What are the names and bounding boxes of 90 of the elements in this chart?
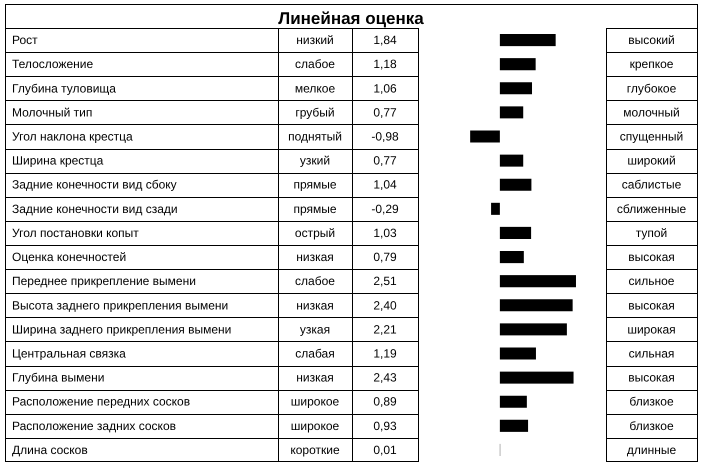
y-tick-label: Угол наклона крестца [12,130,134,144]
data-label: 1,06 [373,81,397,96]
bar [500,347,536,360]
text: сближенные [616,202,686,216]
chart-title: Линейная оценка [278,9,424,28]
text: острый [294,226,336,240]
y-tick-label: Центральная связка [12,346,126,360]
text: широкая [627,322,676,336]
data-label: 1,18 [373,57,397,72]
bar [500,34,556,46]
bar [500,420,528,432]
data-label: 0,77 [373,154,397,168]
text: высокая [628,250,675,264]
text: слабая [295,346,335,360]
text: мелкое [294,81,336,96]
text: узкий [300,154,330,168]
bar [500,82,532,94]
bar [500,178,532,191]
bar [491,202,500,215]
text: низкая [296,370,334,385]
data-label: 2,51 [373,274,397,288]
data-label: 0,93 [373,418,397,433]
text: узкая [300,322,330,336]
y-tick-label: Оценка конечностей [12,250,126,264]
text: короткие [290,442,340,457]
text: слабое [295,57,336,72]
data-label: 1,04 [373,178,397,192]
y-tick-label: Глубина вымени [12,370,104,385]
bar [500,154,524,167]
text: близкое [629,418,674,433]
bar [500,299,573,312]
text: низкий [296,33,334,48]
text: широкий [627,154,676,168]
y-tick-label: Рост [12,33,38,48]
y-tick-label: Ширина заднего прикрепления вымени [12,322,232,336]
data-label: 0,79 [373,250,397,264]
y-tick-label: Задние конечности вид сбоку [12,178,177,192]
bar [500,226,532,239]
y-tick-label: Высота заднего прикрепления вымени [12,298,228,312]
data-label: 2,21 [373,322,397,336]
y-tick-label: Задние конечности вид сзади [12,202,178,216]
data-label: 0,89 [373,394,397,409]
text: крепкое [630,57,674,72]
y-tick-label: Ширина крестца [12,154,104,168]
data-label: 2,43 [373,370,397,385]
data-label: 0,77 [373,105,397,120]
text: длинные [626,442,676,457]
bar [500,58,536,70]
bar [500,106,524,118]
y-tick-label: Длина сосков [12,442,88,457]
y-tick-label: Телосложение [12,57,94,72]
text: саблистые [622,178,682,192]
text: высокий [628,33,675,48]
bar [500,275,576,288]
text: поднятый [288,130,342,144]
y-tick-label: Глубина туловища [12,81,116,96]
data-label: 1,19 [373,346,397,360]
text: прямые [293,178,337,192]
text: низкая [296,250,334,264]
text: высокая [628,298,675,312]
y-tick-label: Переднее прикрепление вымени [12,274,196,288]
y-tick-label: Угол постановки копыт [12,226,140,240]
data-label: -0,29 [371,202,399,216]
text: спущенный [620,130,684,144]
text: слабое [295,274,336,288]
bar [500,396,527,408]
text: широкое [290,418,340,433]
text: близкое [629,394,674,409]
text: глубокое [626,81,677,96]
text: молочный [623,105,680,120]
data-label: 1,03 [373,226,397,240]
text: прямые [293,202,337,216]
bar [500,323,567,336]
y-tick-label: Расположение задних сосков [12,418,176,433]
text: тупой [636,226,668,240]
text: низкая [296,298,334,312]
data-label: 0,01 [373,442,397,457]
y-tick-label: Расположение передних сосков [12,394,190,409]
bar [500,251,524,264]
bar [500,372,574,384]
text: сильное [628,274,675,288]
data-label: 1,84 [373,33,397,48]
text: высокая [628,370,675,385]
data-label: 2,40 [373,298,397,312]
y-tick-label: Молочный тип [12,105,92,120]
bar [470,130,500,143]
text: сильная [628,346,674,360]
data-label: -0,98 [371,130,399,144]
text: широкое [290,394,340,409]
text: грубый [295,105,335,120]
